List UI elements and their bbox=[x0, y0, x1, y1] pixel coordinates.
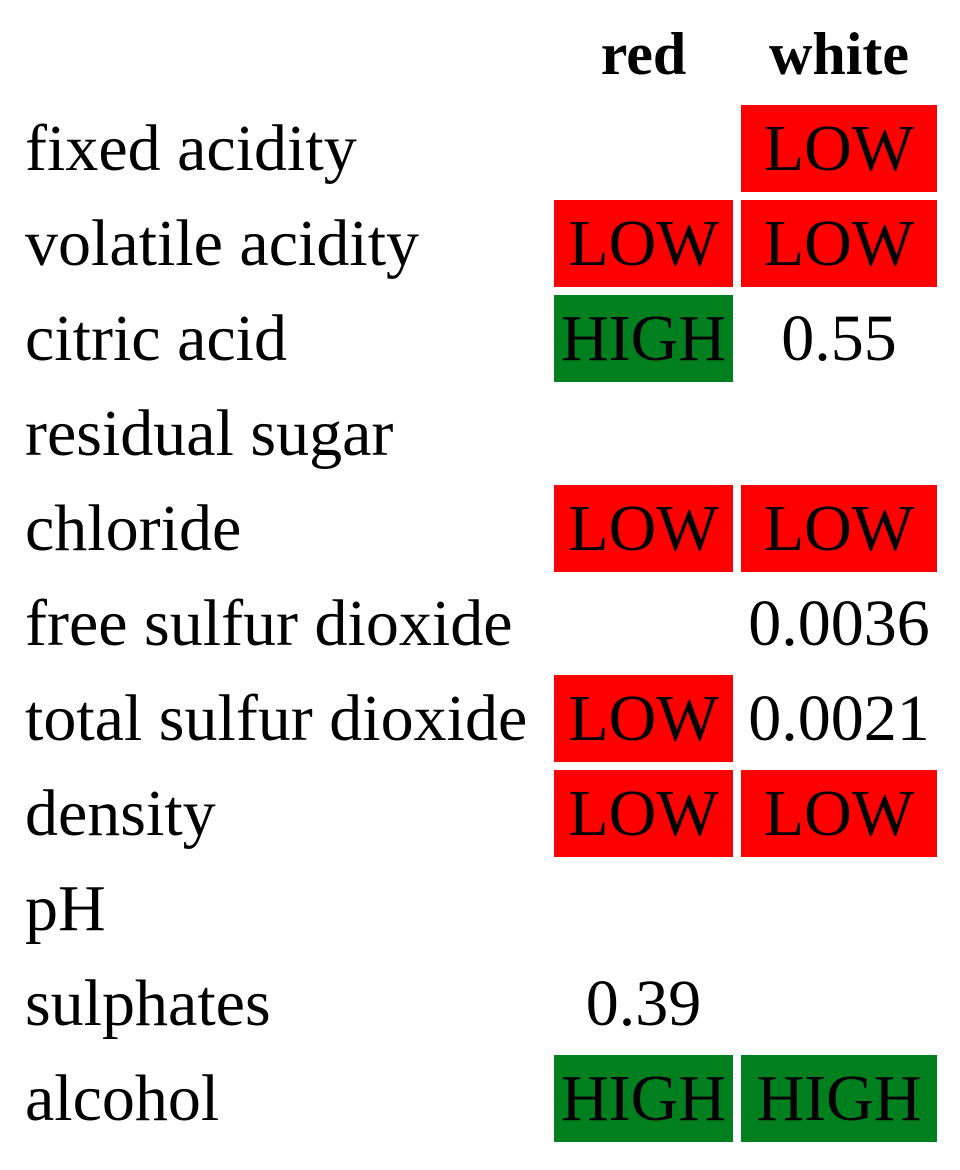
table-row: pH bbox=[25, 865, 937, 952]
white-cell: HIGH bbox=[741, 1055, 937, 1142]
red-cell: HIGH bbox=[554, 1055, 733, 1142]
white-cell bbox=[741, 960, 937, 1047]
white-cell bbox=[741, 390, 937, 477]
row-label: alcohol bbox=[25, 1061, 220, 1135]
table-row: citric acid HIGH 0.55 bbox=[25, 295, 937, 382]
white-cell: LOW bbox=[741, 485, 937, 572]
red-cell bbox=[554, 105, 733, 192]
red-cell: 0.39 bbox=[585, 966, 702, 1040]
row-label: density bbox=[25, 776, 216, 850]
red-cell: HIGH bbox=[554, 295, 733, 382]
white-cell: 0.55 bbox=[781, 301, 897, 375]
white-cell bbox=[741, 865, 937, 952]
row-label: fixed acidity bbox=[25, 111, 357, 185]
table-row: total sulfur dioxide LOW 0.0021 bbox=[25, 675, 937, 762]
red-cell bbox=[554, 865, 733, 952]
row-label: residual sugar bbox=[25, 396, 394, 470]
table-row: residual sugar bbox=[25, 390, 937, 477]
table-row: volatile acidity LOW LOW bbox=[25, 200, 937, 287]
table-row: chloride LOW LOW bbox=[25, 485, 937, 572]
table-row: free sulfur dioxide 0.0036 bbox=[25, 580, 937, 667]
red-cell: LOW bbox=[554, 200, 733, 287]
row-label: pH bbox=[25, 871, 106, 945]
red-cell: LOW bbox=[554, 485, 733, 572]
red-cell: LOW bbox=[554, 675, 733, 762]
table-row: alcohol HIGH HIGH bbox=[25, 1055, 937, 1142]
row-label: volatile acidity bbox=[25, 206, 420, 280]
table-row: fixed acidity LOW bbox=[25, 105, 937, 192]
white-cell: LOW bbox=[741, 770, 937, 857]
white-cell: LOW bbox=[741, 105, 937, 192]
row-label: citric acid bbox=[25, 301, 288, 375]
red-cell bbox=[554, 390, 733, 477]
row-label: total sulfur dioxide bbox=[25, 681, 528, 755]
header-row: red white bbox=[25, 11, 937, 97]
row-label: chloride bbox=[25, 491, 242, 565]
column-header-white: white bbox=[769, 21, 909, 87]
table-row: sulphates 0.39 bbox=[25, 960, 937, 1047]
wine-property-table: red white fixed acidity LOW volatile aci… bbox=[17, 3, 945, 1150]
row-label: free sulfur dioxide bbox=[25, 586, 513, 660]
red-cell: LOW bbox=[554, 770, 733, 857]
white-cell: LOW bbox=[741, 200, 937, 287]
table-row: density LOW LOW bbox=[25, 770, 937, 857]
corner-cell bbox=[25, 11, 546, 97]
white-cell: 0.0036 bbox=[748, 586, 930, 660]
row-label: sulphates bbox=[25, 966, 271, 1040]
white-cell: 0.0021 bbox=[748, 681, 930, 755]
red-cell bbox=[554, 580, 733, 667]
column-header-red: red bbox=[600, 21, 687, 87]
